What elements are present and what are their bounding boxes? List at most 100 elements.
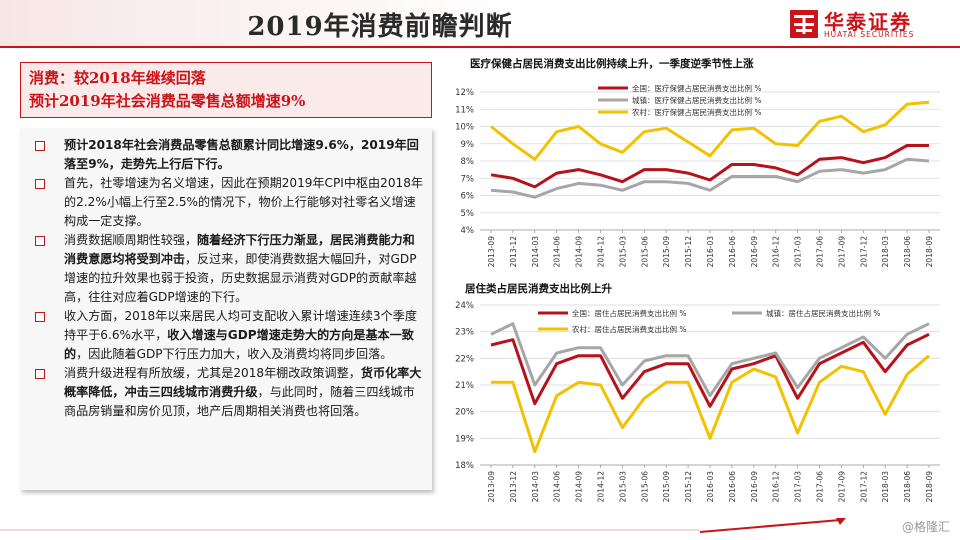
bullet-square-icon	[35, 141, 45, 151]
x-tick-label: 2018-06	[903, 236, 912, 268]
x-tick-label: 2014-09	[575, 236, 584, 268]
series-line	[490, 157, 930, 199]
legend-label: 城镇：医疗保健占居民消费支出比例 %	[632, 95, 762, 105]
x-tick-label: 2018-09	[925, 236, 934, 268]
x-tick-label: 2015-12	[684, 471, 693, 503]
x-tick-label: 2015-06	[640, 236, 649, 268]
bullet-square-icon	[35, 179, 45, 189]
x-tick-label: 2016-12	[772, 236, 781, 268]
y-tick-label: 8%	[461, 157, 475, 167]
bullet-item: 收入方面，2018年以来居民人均可支配收入累计增速连续3个季度持平于6.6%水平…	[28, 307, 424, 364]
x-tick-label: 2013-09	[487, 236, 496, 268]
bullet-text: ，因此随着GDP下行压力加大，收入及消费均将同步回落。	[76, 347, 393, 361]
x-tick-label: 2017-03	[794, 471, 803, 503]
company-logo: 华泰证券 HUATAI SECURITIES	[790, 6, 940, 42]
y-tick-label: 23%	[455, 328, 474, 338]
series-line	[490, 100, 930, 161]
logo-chinese-name: 华泰证券	[824, 10, 912, 34]
chart-2-title: 居住类占居民消费支出比例上升	[465, 283, 612, 295]
bullet-text-bold: 随着经济下行压力渐显，居民消费能力和消费意愿均将受到冲击	[64, 233, 415, 266]
header-bar: 2019年消费前瞻判断 华泰证券 HUATAI SECURITIES	[0, 0, 960, 48]
x-tick-label: 2017-09	[837, 471, 846, 503]
x-tick-label: 2018-09	[925, 471, 934, 503]
summary-box: 消费：较2018年继续回落 预计2019年社会消费品零售总额增速9%	[20, 62, 432, 118]
x-tick-label: 2017-09	[837, 236, 846, 268]
bullet-item: 消费升级进程有所放缓，尤其是2018年棚改政策调整，货币化率大概率降低，冲击三四…	[28, 364, 424, 421]
chart-1-medical-share: 4% 5% 6% 7% 8% 9% 10% 11% 12% 2013-09 2013-12 2014-…	[455, 83, 940, 268]
bullet-list: 预计2018年社会消费品零售总额累计同比增速9.6%，2019年回落至9%，走势…	[20, 128, 432, 490]
x-tick-label: 2016-06	[728, 236, 737, 268]
header-background	[0, 0, 520, 46]
series-line	[490, 144, 929, 189]
x-tick-label: 2015-09	[662, 471, 671, 503]
x-tick-label: 2014-12	[596, 236, 605, 268]
x-tick-label: 2014-03	[531, 471, 540, 503]
chart-2-housing-share: 18% 19% 20% 21% 22% 23% 24% 2013-09 2013-12 2014-…	[455, 301, 940, 503]
y-tick-label: 12%	[455, 88, 474, 98]
y-tick-label: 19%	[455, 434, 474, 444]
legend-label: 全国：居住占居民消费支出比例 %	[572, 308, 687, 318]
x-tick-label: 2014-06	[553, 236, 562, 268]
bullet-text-bold: 货币化率大概率降低，冲击三四线城市消费升级	[64, 366, 422, 399]
x-tick-label: 2015-03	[618, 471, 627, 503]
chart-1-title: 医疗保健占居民消费支出比例持续上升，一季度逆季节性上涨	[470, 58, 754, 70]
x-tick-label: 2016-03	[706, 471, 715, 503]
series-line	[491, 354, 930, 454]
x-tick-label: 2018-06	[903, 471, 912, 503]
bullet-square-icon	[35, 236, 45, 246]
y-tick-label: 5%	[461, 209, 475, 219]
bullet-item: 预计2018年社会消费品零售总额累计同比增速9.6%，2019年回落至9%，走势…	[28, 136, 424, 174]
bullet-text: 首先，社零增速为名义增速，因此在预期2019年CPI中枢由2018年的2.2%小…	[64, 176, 424, 228]
bullet-item: 消费数据顺周期性较强，随着经济下行压力渐显，居民消费能力和消费意愿均将受到冲击，…	[28, 231, 424, 307]
y-tick-label: 22%	[455, 354, 474, 364]
x-tick-label: 2015-03	[618, 236, 627, 268]
x-tick-label: 2014-03	[531, 236, 540, 268]
x-tick-label: 2018-03	[881, 236, 890, 268]
y-tick-label: 4%	[461, 226, 475, 236]
bullet-text: 消费数据顺周期性较强，	[64, 233, 198, 247]
x-tick-label: 2016-09	[750, 471, 759, 503]
y-tick-label: 7%	[461, 174, 475, 184]
summary-line-1: 消费：较2018年继续回落	[29, 69, 206, 87]
x-tick-label: 2018-03	[881, 471, 890, 503]
y-tick-label: 21%	[455, 381, 474, 391]
x-tick-label: 2013-12	[509, 471, 518, 503]
x-tick-label: 2015-06	[640, 471, 649, 503]
bullet-square-icon	[35, 369, 45, 379]
bullet-text: 消费升级进程有所放缓，尤其是2018年棚改政策调整，	[64, 366, 361, 380]
x-tick-label: 2013-09	[487, 471, 496, 503]
bullet-text-bold: 收入增速与GDP增速走势大的方向是基本一致的	[64, 328, 414, 361]
x-tick-label: 2016-12	[772, 471, 781, 503]
legend-label: 全国：医疗保健占居民消费支出比例 %	[632, 83, 762, 93]
series-line	[490, 332, 930, 408]
x-tick-label: 2017-12	[859, 471, 868, 503]
y-tick-label: 18%	[455, 461, 474, 471]
page-title: 2019年消费前瞻判断	[247, 12, 513, 42]
footer-decoration	[0, 518, 846, 533]
logo-mark-icon	[790, 10, 818, 38]
bullet-text-bold: 预计2018年社会消费品零售总额累计同比增速9.6%，2019年回落至9%，走势…	[64, 138, 419, 171]
legend-label: 农村：医疗保健占居民消费支出比例 %	[632, 107, 762, 117]
x-tick-label: 2014-12	[596, 471, 605, 503]
x-tick-label: 2015-09	[662, 236, 671, 268]
x-tick-label: 2014-09	[575, 471, 584, 503]
legend-label: 城镇：居住占居民消费支出比例 %	[766, 308, 881, 318]
logo-english-name: HUATAI SECURITIES	[824, 30, 915, 39]
bullet-item: 首先，社零增速为名义增速，因此在预期2019年CPI中枢由2018年的2.2%小…	[28, 174, 424, 231]
y-tick-label: 10%	[455, 123, 474, 133]
bullet-text: ，反过来，即使消费数据大幅回升，对GDP增速的拉升效果也弱于投资，历史数据显示消…	[64, 252, 417, 304]
x-tick-label: 2017-03	[794, 236, 803, 268]
x-tick-label: 2016-09	[750, 236, 759, 268]
summary-line-2: 预计2019年社会消费品零售总额增速9%	[29, 92, 306, 110]
bullet-text: 收入方面，2018年以来居民人均可支配收入累计增速连续3个季度持平于6.6%水平…	[64, 309, 417, 342]
series-line	[490, 322, 930, 398]
x-tick-label: 2017-12	[859, 236, 868, 268]
y-tick-label: 9%	[461, 140, 475, 150]
bullet-square-icon	[35, 312, 45, 322]
x-tick-label: 2015-12	[684, 236, 693, 268]
y-tick-label: 11%	[455, 105, 474, 115]
x-tick-label: 2014-06	[553, 471, 562, 503]
x-tick-label: 2016-06	[728, 471, 737, 503]
y-tick-label: 20%	[455, 408, 474, 418]
x-tick-label: 2016-03	[706, 236, 715, 268]
